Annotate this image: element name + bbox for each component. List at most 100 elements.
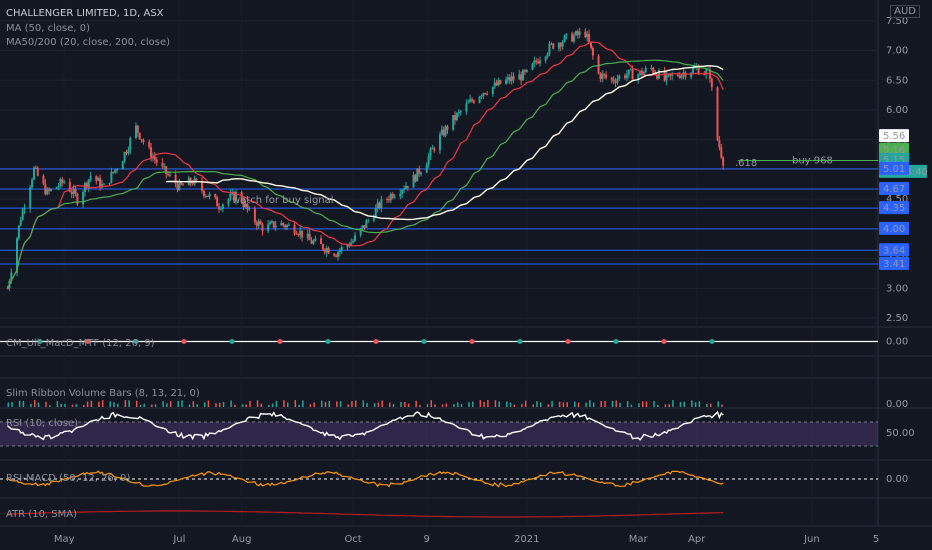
volume-bar	[558, 401, 561, 407]
candle-body	[244, 203, 247, 208]
volume-bar	[354, 400, 357, 407]
candle-body	[571, 33, 574, 42]
y-tick-label: 6.50	[886, 75, 908, 86]
volume-bar	[468, 402, 470, 407]
candle-body	[59, 179, 62, 187]
candle-body	[114, 169, 117, 173]
candle-body	[82, 192, 85, 205]
candle-body	[629, 69, 632, 71]
candle-body	[716, 87, 719, 141]
volume-bar	[320, 400, 323, 407]
volume-bar	[302, 400, 304, 407]
candle-body	[129, 138, 132, 151]
candle-body	[299, 230, 302, 235]
volume-bar	[83, 404, 85, 407]
price-tag-bg	[879, 221, 909, 235]
candle-body	[642, 71, 645, 75]
candle-body	[508, 77, 511, 82]
candle-body	[31, 179, 34, 188]
volume-bar	[698, 401, 701, 407]
candle-body	[584, 31, 587, 38]
x-tick-label: Jun	[803, 534, 820, 545]
candle-body	[710, 78, 713, 88]
candle-body	[100, 183, 103, 188]
candle-body	[691, 67, 694, 73]
candle-body	[76, 193, 79, 205]
macd-cross-dot	[229, 339, 235, 344]
candle-body	[206, 195, 209, 197]
candle-body	[552, 43, 555, 49]
candle-body	[416, 168, 419, 182]
volume-bar	[615, 400, 618, 407]
volume-bar	[177, 400, 179, 407]
candle-body	[391, 193, 394, 198]
candle-body	[656, 74, 659, 79]
candle-body	[374, 208, 377, 218]
candle-body	[153, 156, 156, 160]
candle-body	[127, 150, 130, 154]
candle-body	[603, 73, 606, 75]
candle-body	[418, 168, 421, 175]
candle-body	[85, 183, 88, 188]
currency-badge[interactable]: AUD	[890, 5, 920, 18]
candle-body	[259, 221, 262, 225]
candle-body	[427, 156, 430, 165]
candle-body	[520, 74, 523, 81]
price-tag-label: 5.56	[883, 131, 905, 142]
candle-body	[497, 80, 500, 86]
candle-body	[399, 193, 402, 197]
rsi-value: 50.00	[886, 428, 915, 439]
macd-legend: CM_Ult_MacD_MTF (12, 26, 9)	[6, 338, 155, 349]
candle-body	[478, 96, 481, 103]
volume-bar	[294, 400, 297, 407]
volume-bar	[143, 403, 146, 407]
candle-body	[438, 134, 441, 151]
candle-body	[472, 100, 475, 103]
x-tick-label: Jul	[172, 534, 185, 545]
volume-bar	[691, 400, 693, 407]
candle-body	[123, 151, 126, 162]
volume-bar	[547, 404, 550, 407]
volume-bar	[283, 400, 285, 407]
volume-bar	[456, 402, 459, 407]
volume-legend: Slim Ribbon Volume Bars (8, 13, 21, 0)	[6, 388, 200, 399]
y-tick-label: 7.00	[886, 46, 908, 57]
volume-bar	[33, 400, 36, 407]
candle-body	[616, 78, 619, 83]
candle-body	[87, 179, 90, 188]
candle-body	[440, 129, 443, 135]
volume-bar	[117, 403, 119, 407]
candle-body	[63, 181, 66, 183]
volume-bar	[672, 400, 674, 407]
candle-body	[142, 140, 145, 143]
volume-bar	[154, 404, 157, 407]
candle-body	[19, 219, 22, 226]
candle-body	[174, 174, 177, 184]
candle-body	[367, 220, 370, 222]
candle-body	[57, 186, 60, 188]
volume-bar	[37, 402, 40, 407]
volume-bar	[222, 402, 225, 407]
candle-body	[563, 35, 566, 42]
candle-body	[665, 74, 668, 81]
candle-body	[506, 77, 509, 80]
candle-body	[125, 151, 128, 154]
candle-body	[202, 190, 205, 196]
candle-body	[446, 126, 449, 130]
volume-bar	[653, 401, 655, 407]
volume-bar	[45, 401, 47, 407]
macd-cross-dot	[421, 339, 427, 344]
candle-body	[327, 248, 330, 254]
candle-body	[218, 206, 221, 210]
candle-body	[465, 103, 468, 112]
candle-body	[559, 43, 562, 47]
volume-bar	[109, 401, 112, 407]
candle-body	[270, 221, 273, 223]
volume-bar	[287, 402, 289, 407]
candle-body	[525, 69, 528, 72]
candle-body	[510, 76, 513, 82]
price-tag-bg	[879, 201, 909, 215]
candle-body	[505, 79, 508, 84]
